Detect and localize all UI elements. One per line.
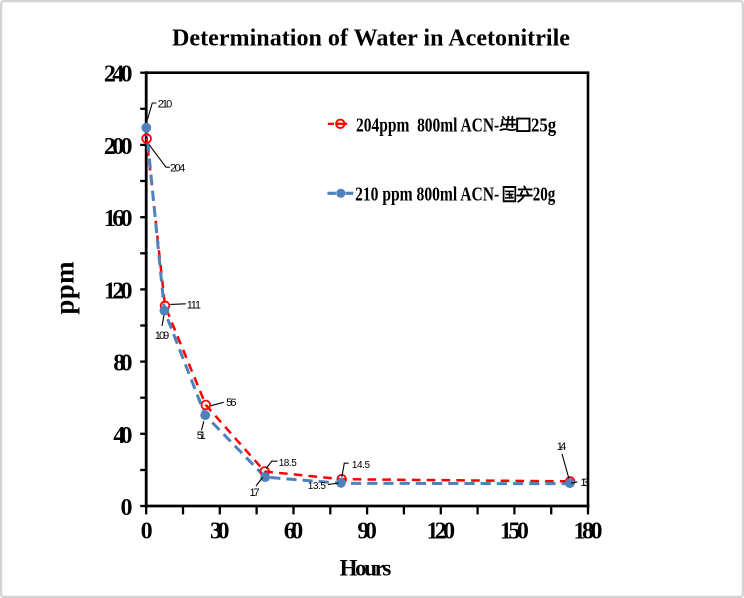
svg-text:40: 40 <box>113 423 132 449</box>
svg-text:13: 13 <box>580 477 589 489</box>
svg-text:120: 120 <box>104 278 133 304</box>
svg-text:30: 30 <box>210 518 230 544</box>
svg-text:Determination of Water in Acet: Determination of Water in Acetonitrile <box>172 26 570 52</box>
svg-text:60: 60 <box>284 518 304 544</box>
svg-text:14: 14 <box>557 441 567 453</box>
svg-text:180: 180 <box>574 518 603 544</box>
svg-text:18.5: 18.5 <box>279 458 298 469</box>
svg-text:109: 109 <box>155 330 170 342</box>
svg-text:13.5: 13.5 <box>308 481 327 492</box>
svg-text:ppm: ppm <box>50 261 80 315</box>
svg-text:150: 150 <box>500 518 529 544</box>
svg-text:200: 200 <box>104 134 133 160</box>
svg-text:51: 51 <box>197 430 206 442</box>
svg-text:14.5: 14.5 <box>352 460 371 471</box>
svg-text:204ppm 800ml ACN-: 204ppm 800ml ACN- <box>356 116 499 137</box>
svg-text:240: 240 <box>104 62 133 88</box>
svg-text:20g: 20g <box>533 184 556 205</box>
svg-text:17: 17 <box>250 487 260 499</box>
svg-text:204: 204 <box>170 163 185 175</box>
svg-text:Hours: Hours <box>340 556 392 581</box>
svg-text:111: 111 <box>187 300 201 312</box>
svg-text:160: 160 <box>104 206 133 232</box>
svg-text:120: 120 <box>427 518 456 544</box>
svg-text:210 ppm 800ml ACN-: 210 ppm 800ml ACN- <box>355 184 499 205</box>
svg-text:25g: 25g <box>531 116 556 137</box>
svg-text:56: 56 <box>226 397 236 409</box>
svg-text:0: 0 <box>141 518 153 544</box>
svg-text:210: 210 <box>158 99 173 111</box>
svg-text:80: 80 <box>113 351 132 377</box>
svg-text:90: 90 <box>357 518 377 544</box>
svg-text:0: 0 <box>121 495 133 521</box>
